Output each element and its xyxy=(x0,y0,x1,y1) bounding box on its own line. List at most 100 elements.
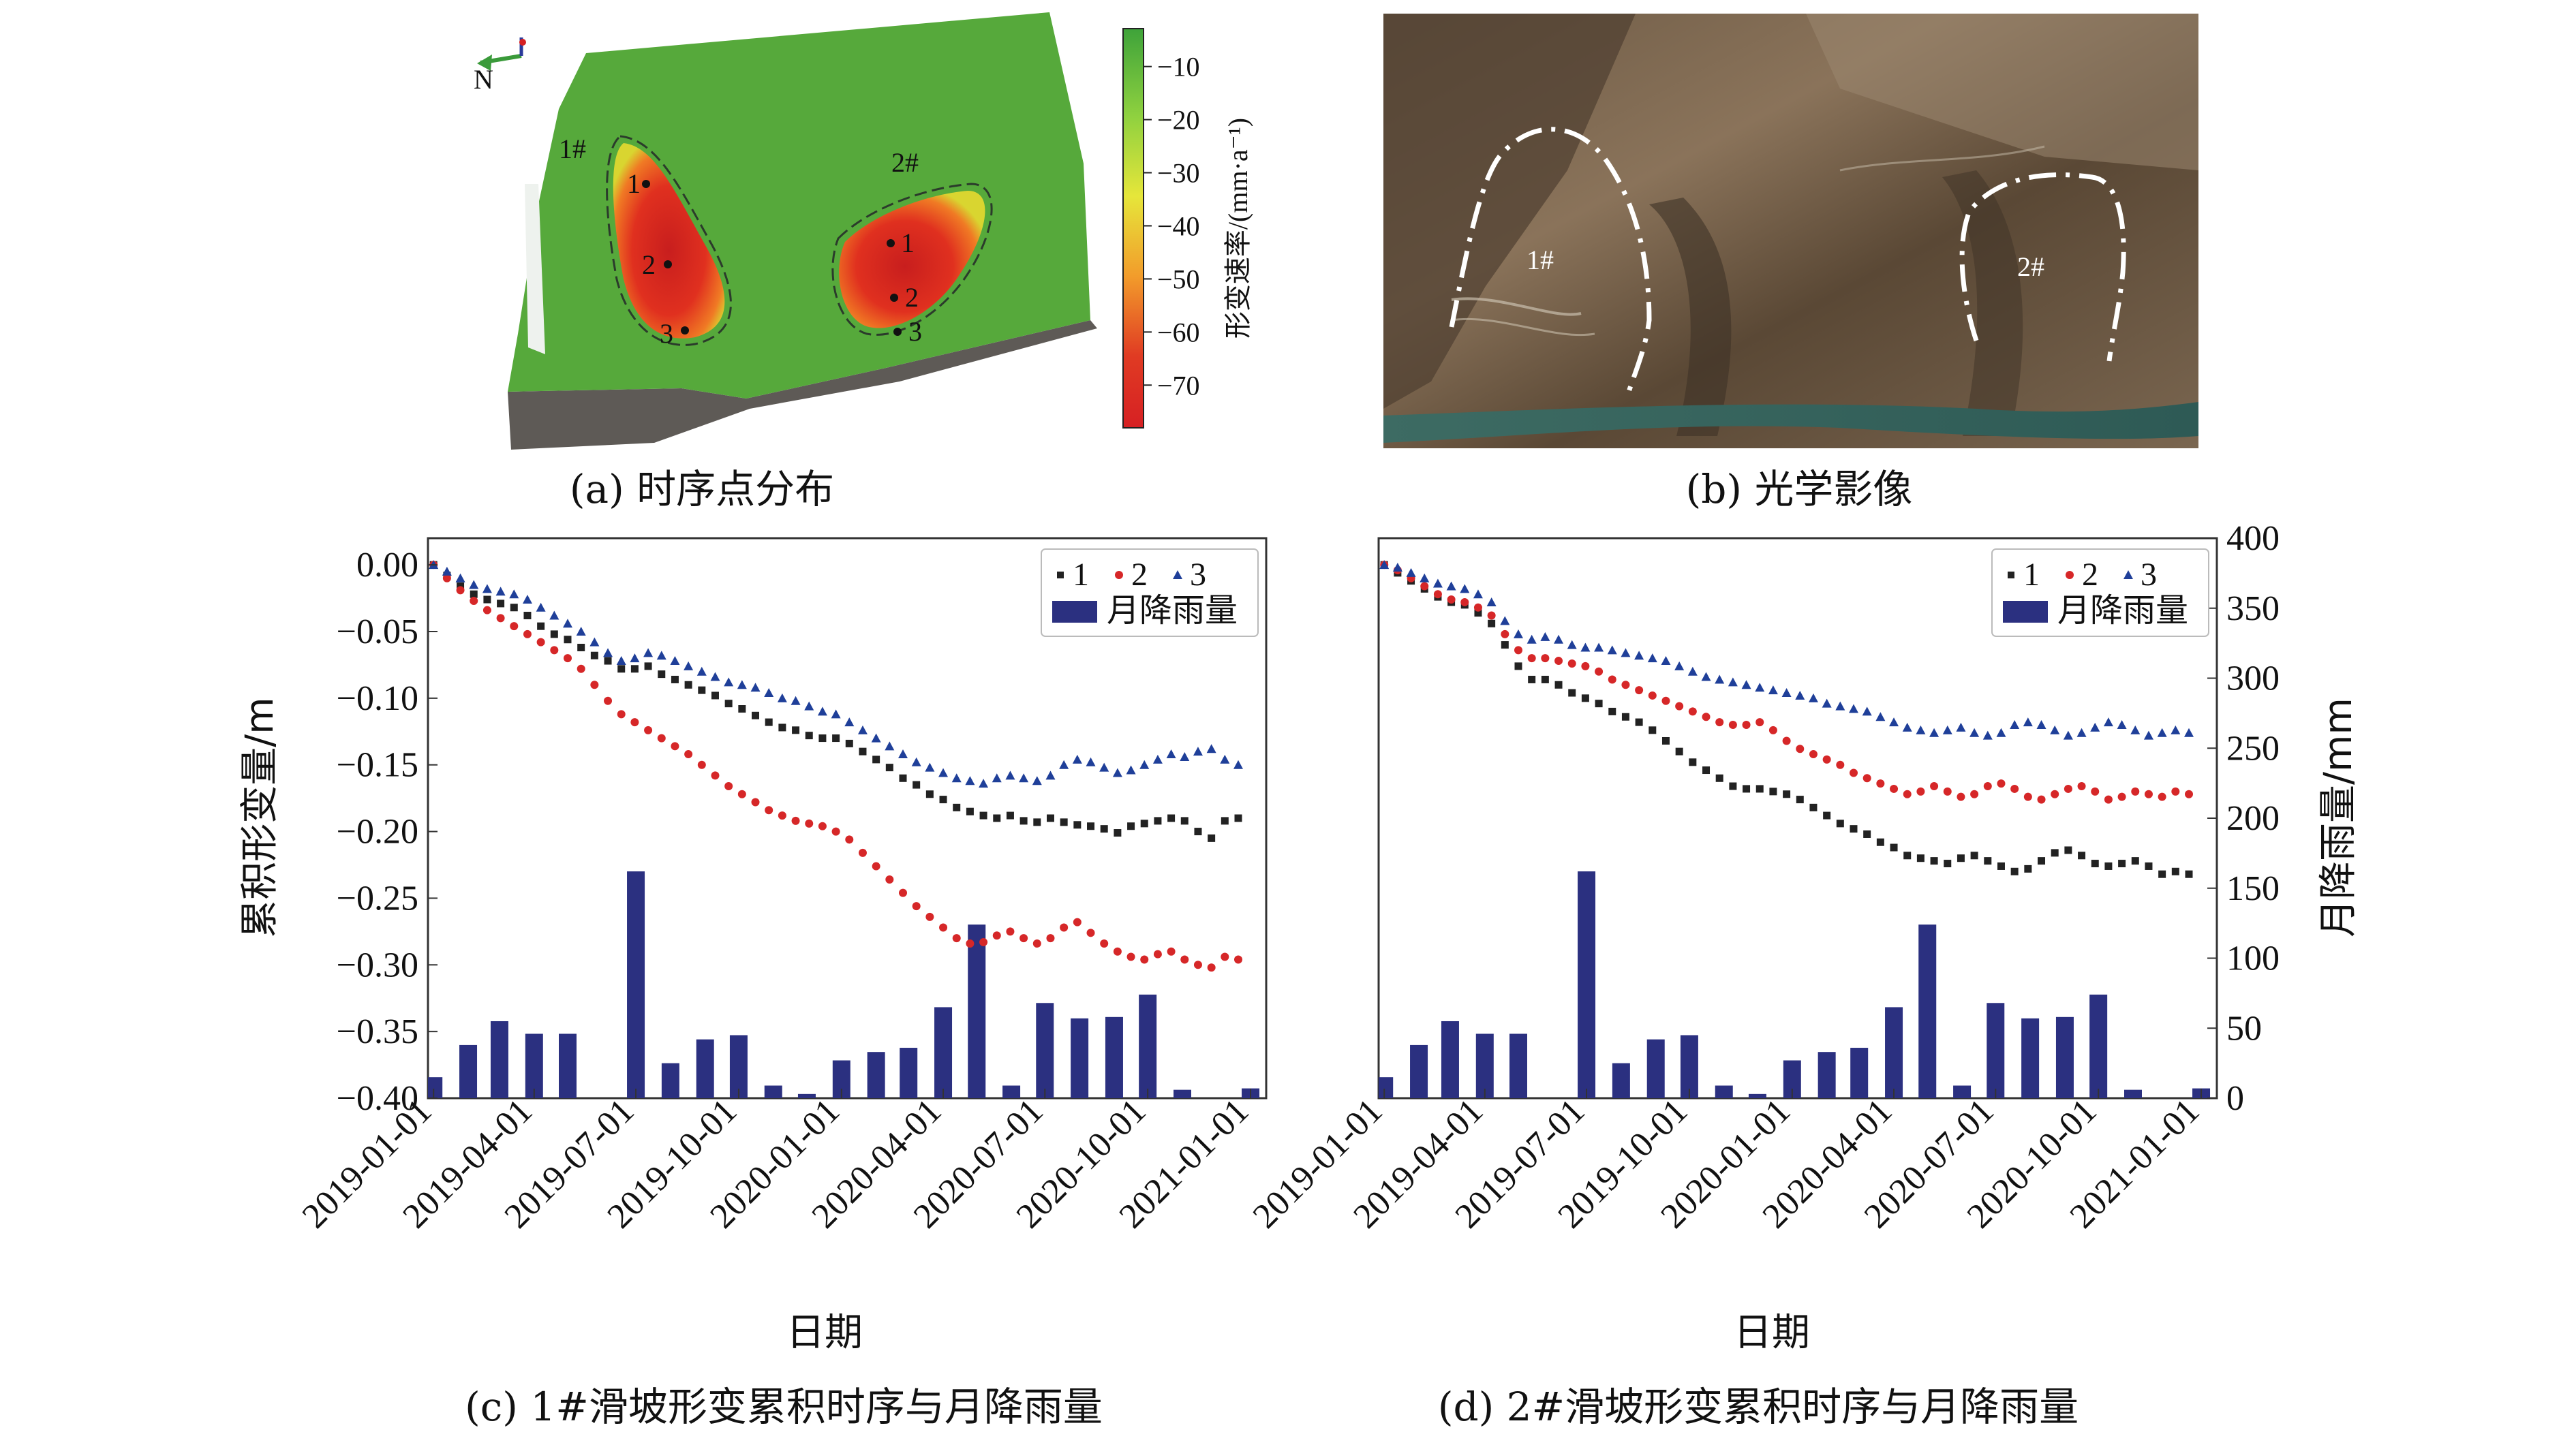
series-3-point xyxy=(1112,768,1122,777)
series-3-point xyxy=(1166,749,1176,759)
rain-bar xyxy=(729,1035,748,1098)
series-1-point xyxy=(1957,854,1965,862)
series-2-point xyxy=(939,923,948,932)
rain-bar xyxy=(1036,1003,1054,1098)
series-2-point xyxy=(684,750,693,759)
series-1-point xyxy=(1488,619,1496,627)
series-1-point xyxy=(1850,825,1858,833)
series-3-point xyxy=(2117,720,2127,729)
series-3-point xyxy=(1406,567,1416,577)
series-3-point xyxy=(938,768,949,777)
series-2-point xyxy=(2158,792,2166,801)
series-1-point xyxy=(1809,803,1818,811)
legend-marker-triangle xyxy=(1173,570,1182,579)
series-3-point xyxy=(898,749,908,759)
series-1-point xyxy=(550,630,558,638)
series-1-point xyxy=(1514,662,1522,670)
series-3-point xyxy=(979,779,989,788)
series-1-point xyxy=(698,686,706,694)
series-1-point xyxy=(577,643,585,651)
rain-bar xyxy=(559,1033,577,1098)
series-2-point xyxy=(456,586,465,595)
series-2-point xyxy=(751,798,760,807)
series-3-point xyxy=(965,776,975,785)
series-2-point xyxy=(1126,952,1135,961)
series-2-point xyxy=(1715,718,1724,727)
rain-bar xyxy=(428,1077,443,1098)
series-3-point xyxy=(2023,717,2033,727)
series-1-point xyxy=(523,612,532,620)
zone-1-point-3-label: 3 xyxy=(660,318,673,349)
y2-tick-label: 300 xyxy=(2226,659,2280,698)
series-3-point xyxy=(536,602,546,612)
series-3-point xyxy=(1139,760,1150,769)
colorbar-label: 形变速率/(mm·a⁻¹) xyxy=(1223,118,1253,339)
series-2-point xyxy=(2117,792,2126,801)
series-1-point xyxy=(1836,820,1844,828)
rain-bar xyxy=(1002,1085,1021,1098)
rain-bar xyxy=(2089,994,2108,1098)
colorbar-tick-label: −30 xyxy=(1157,158,1200,189)
chart-d: 400 350 300 250 200 150 100 50 0 2019-01-012019-… xyxy=(1246,519,2361,1355)
series-2-point xyxy=(1595,667,1604,676)
series-1-point xyxy=(2038,857,2046,865)
series-2-point xyxy=(1113,947,1122,956)
series-1-point xyxy=(966,807,974,815)
series-1-point xyxy=(644,662,652,670)
series-2-point xyxy=(590,681,599,689)
series-2-point xyxy=(1032,939,1041,948)
series-1-point xyxy=(1689,758,1697,766)
rain-bar xyxy=(1379,1077,1394,1098)
series-3-point xyxy=(1661,656,1671,666)
rain-bar xyxy=(1818,1052,1836,1098)
series-2-point xyxy=(2037,795,2046,804)
series-2-point xyxy=(1234,955,1242,964)
rain-bar xyxy=(1987,1003,2005,1098)
series-3-point xyxy=(1580,642,1591,652)
series-2-point xyxy=(536,638,545,647)
series-3-point xyxy=(750,683,761,692)
series-3-point xyxy=(1916,725,1926,734)
zone-2-outline xyxy=(1959,172,2126,362)
series-3-point xyxy=(1086,757,1096,766)
optical-zone-1-label: 1# xyxy=(1527,245,1554,275)
series-1-point xyxy=(1087,822,1095,830)
series-3-point xyxy=(1634,651,1644,660)
panel-a-map: N 1# 2# 1 2 3 1 2 3 −10 −20 −30 −40 −50 −60 −7… xyxy=(474,12,1253,450)
series-2-point xyxy=(1688,707,1697,716)
series-1-point xyxy=(2131,857,2139,865)
series-3-point xyxy=(684,661,694,670)
series-1-point xyxy=(939,796,947,804)
legend-bar-swatch xyxy=(2003,601,2048,623)
series-2-point xyxy=(1876,779,1885,788)
zone-2-fill xyxy=(839,191,985,328)
series-1-point xyxy=(1073,821,1082,829)
series-1-point xyxy=(2078,852,2086,860)
chart-c-x-axis-label: 日期 xyxy=(786,1311,863,1355)
series-2-point xyxy=(1862,774,1871,783)
series-3-point xyxy=(831,709,841,719)
series-3-point xyxy=(2103,717,2113,727)
series-3-point xyxy=(1875,712,1886,721)
series-1-point xyxy=(1006,811,1014,820)
y2-tick-label: 350 xyxy=(2226,589,2280,628)
rain-bar xyxy=(1646,1039,1665,1098)
series-2-point xyxy=(564,654,572,663)
series-1-point xyxy=(913,781,921,789)
road-3 xyxy=(1839,145,2045,172)
series-3-point xyxy=(2157,728,2167,737)
zone-1-label: 1# xyxy=(559,134,586,164)
series-3-point xyxy=(777,693,787,702)
zone-2-boundary xyxy=(831,183,993,336)
series-1-point xyxy=(832,734,840,743)
series-1-point xyxy=(604,657,612,665)
series-3-point xyxy=(1019,773,1029,783)
series-1-point xyxy=(1581,694,1589,702)
series-2-point xyxy=(470,596,478,605)
series-3-point xyxy=(1432,578,1443,588)
series-2-point xyxy=(2185,790,2193,798)
series-3-point xyxy=(911,757,921,766)
chart-c-y-ticks: 0.00 −0.05 −0.10 −0.15 −0.20 −0.25 −0.30 −0.35 −… xyxy=(337,546,438,1118)
